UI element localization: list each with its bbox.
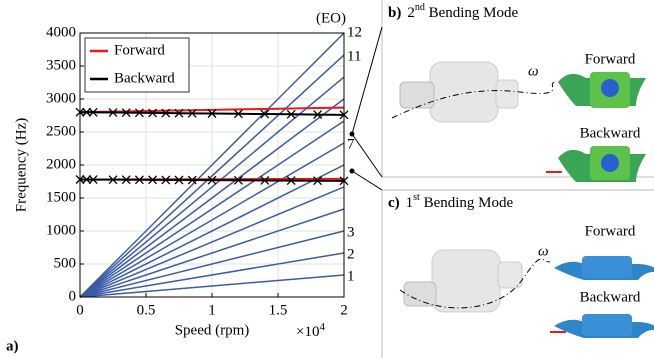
- mode-title: Bending Mode: [425, 5, 519, 21]
- line-label-title: (EO): [316, 10, 346, 26]
- eo-label: 3: [347, 224, 355, 240]
- forward-label: Forward: [585, 51, 636, 67]
- rotor-illustration: [400, 250, 550, 312]
- connector: [352, 171, 382, 190]
- x-tick-label: 0: [76, 302, 84, 318]
- panel-title: b) 2nd Bending Mode: [388, 2, 519, 21]
- connector: [352, 27, 382, 134]
- mode-suffix: nd: [415, 2, 425, 13]
- panel-label: b): [388, 5, 401, 21]
- omega-label: ω: [538, 243, 549, 259]
- y-tick-label: 4000: [46, 24, 76, 40]
- y-tick-label: 3000: [46, 90, 76, 106]
- y-tick-label: 2000: [46, 156, 76, 172]
- y-tick-label: 1500: [46, 189, 76, 205]
- connector-dot: [350, 169, 355, 174]
- figure: 0 500 1000 1500 2000 2500 3000 3500 4000 0 0.5 1 1.5…: [0, 0, 654, 358]
- connector: [352, 134, 382, 177]
- y-tick-label: 3500: [46, 57, 76, 73]
- eo-label: 2: [347, 246, 355, 262]
- x-multiplier-base: ×10: [296, 324, 319, 340]
- y-tick-label: 1000: [46, 222, 76, 238]
- legend-label: Forward: [114, 42, 165, 58]
- eo-label: 11: [347, 48, 361, 64]
- eo-label: 1: [347, 268, 355, 284]
- x-tick-label: 2: [340, 302, 348, 318]
- y-tick-label: 0: [69, 288, 77, 304]
- mode-number: 1: [406, 195, 414, 211]
- mode-number: 2: [407, 5, 415, 21]
- y-tick-label: 2500: [46, 123, 76, 139]
- eo-label: 12: [347, 24, 362, 40]
- x-tick-label: 1: [208, 302, 216, 318]
- forward-label: Forward: [585, 223, 636, 239]
- panel-label: a): [6, 338, 19, 354]
- x-multiplier-exp: 4: [319, 321, 325, 333]
- x-axis-title: Speed (rpm): [175, 322, 250, 338]
- omega-label: ω: [528, 63, 539, 79]
- eo-label: 7: [347, 136, 355, 152]
- panel-label: c): [388, 195, 400, 211]
- mode-title: Bending Mode: [420, 195, 514, 211]
- y-tick-label: 500: [54, 255, 77, 271]
- panel-title: c)1st Bending Mode: [388, 192, 513, 211]
- x-multiplier: ×104: [296, 321, 325, 341]
- backward-label: Backward: [580, 125, 641, 141]
- backward-label: Backward: [580, 289, 641, 305]
- x-tick-label: 1.5: [269, 302, 288, 318]
- x-tick-label: 0.5: [137, 302, 156, 318]
- legend-label: Backward: [114, 70, 175, 86]
- y-axis-title: Frequency (Hz): [13, 118, 29, 213]
